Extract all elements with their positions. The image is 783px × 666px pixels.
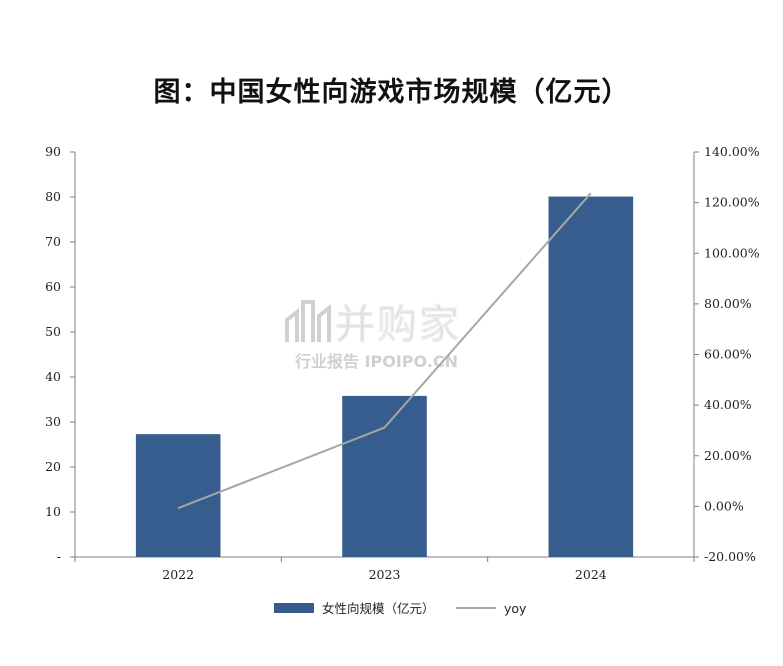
y-right-tick-label: -20.00% [704, 549, 756, 564]
legend-line-label: yoy [504, 601, 527, 616]
x-tick-label: 2024 [575, 567, 607, 582]
y-left-tick-label: 50 [45, 324, 61, 339]
y-right-tick-label: 140.00% [704, 144, 760, 159]
x-tick-label: 2023 [369, 567, 401, 582]
y-right-tick-label: 120.00% [704, 195, 760, 210]
y-left-tick-label: 10 [45, 504, 61, 519]
y-left-tick-label: 30 [45, 414, 61, 429]
yoy-line [177, 192, 592, 510]
y-right-tick-label: 40.00% [704, 397, 752, 412]
y-right-tick-label: 0.00% [704, 498, 744, 513]
y-right-tick-label: 100.00% [704, 245, 760, 260]
y-left-tick-label: 40 [45, 369, 61, 384]
legend-bar-label: 女性向规模（亿元） [322, 601, 435, 616]
y-right-tick-label: 20.00% [704, 448, 752, 463]
bar [548, 196, 634, 558]
y-left-tick-label: 60 [45, 279, 61, 294]
bar [135, 434, 221, 557]
legend: 女性向规模（亿元） yoy [274, 601, 527, 616]
y-left-tick-label: - [57, 549, 61, 564]
y-left-tick-label: 80 [45, 189, 61, 204]
chart-title: 图：中国女性向游戏市场规模（亿元） [153, 77, 630, 108]
y-left-tick-label: 90 [45, 144, 61, 159]
legend-bar-swatch [274, 603, 314, 613]
y-left-tick-label: 70 [45, 234, 61, 249]
y-left-tick-label: 20 [45, 459, 61, 474]
y-right-tick-label: 60.00% [704, 347, 752, 362]
y-right-tick-label: 80.00% [704, 296, 752, 311]
bars [135, 196, 634, 558]
x-tick-label: 2022 [162, 567, 194, 582]
bar [342, 395, 427, 557]
